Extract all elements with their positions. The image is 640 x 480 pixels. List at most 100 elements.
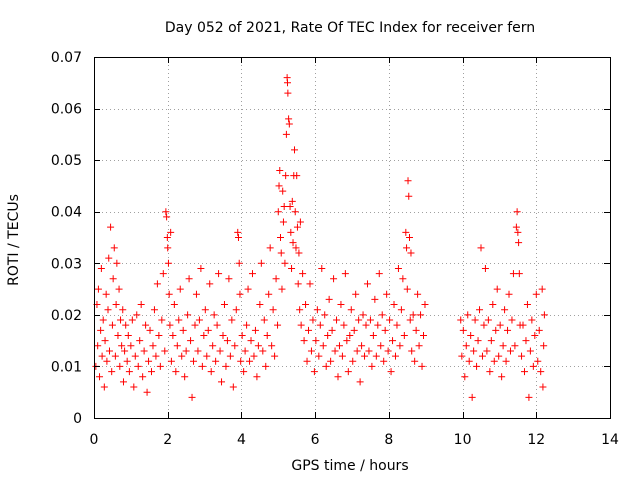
x-tick-label: 4 bbox=[237, 432, 246, 448]
x-tick-label: 0 bbox=[90, 432, 99, 448]
data-point bbox=[158, 316, 166, 324]
data-point bbox=[384, 347, 392, 355]
data-point bbox=[512, 223, 520, 231]
data-point bbox=[222, 362, 230, 370]
data-point bbox=[165, 290, 173, 298]
data-point bbox=[275, 182, 283, 190]
data-point bbox=[334, 373, 342, 381]
data-point bbox=[356, 378, 364, 386]
data-point bbox=[137, 301, 145, 309]
data-point bbox=[140, 347, 148, 355]
data-point bbox=[335, 342, 343, 350]
data-point bbox=[483, 347, 491, 355]
data-point bbox=[484, 316, 492, 324]
data-point bbox=[402, 228, 410, 236]
data-point bbox=[306, 280, 314, 288]
data-point bbox=[293, 223, 301, 231]
data-point bbox=[152, 352, 160, 360]
data-point bbox=[414, 290, 422, 298]
data-point bbox=[282, 130, 290, 138]
data-point bbox=[100, 383, 108, 391]
data-point bbox=[490, 357, 498, 365]
data-point bbox=[279, 187, 287, 195]
data-point bbox=[333, 316, 341, 324]
y-tick-label: 0.01 bbox=[51, 359, 82, 375]
data-point bbox=[272, 275, 280, 283]
data-point bbox=[305, 326, 313, 334]
data-point bbox=[164, 244, 172, 252]
data-point bbox=[509, 270, 517, 278]
data-point bbox=[281, 259, 289, 267]
data-point bbox=[310, 368, 318, 376]
y-tick-label: 0.02 bbox=[51, 308, 82, 324]
data-point bbox=[147, 368, 155, 376]
data-point bbox=[502, 357, 510, 365]
data-point bbox=[297, 321, 305, 329]
data-point bbox=[112, 301, 120, 309]
data-point bbox=[257, 259, 265, 267]
data-point bbox=[116, 362, 124, 370]
data-point bbox=[539, 383, 547, 391]
data-point bbox=[291, 146, 299, 154]
y-tick-label: 0.04 bbox=[51, 205, 82, 221]
data-point bbox=[316, 321, 324, 329]
y-axis-title: ROTI / TECUs bbox=[6, 194, 22, 286]
data-point bbox=[321, 311, 329, 319]
data-point bbox=[515, 270, 523, 278]
plot-frame bbox=[94, 57, 611, 419]
data-point bbox=[173, 342, 181, 350]
data-point bbox=[184, 311, 192, 319]
data-point bbox=[101, 337, 109, 345]
data-point bbox=[363, 280, 371, 288]
data-point bbox=[498, 373, 506, 381]
data-point bbox=[523, 301, 531, 309]
data-point bbox=[94, 285, 102, 293]
data-point bbox=[274, 208, 282, 216]
data-point bbox=[285, 115, 293, 123]
data-point bbox=[220, 301, 228, 309]
data-point bbox=[288, 264, 296, 272]
data-point bbox=[380, 357, 388, 365]
data-point bbox=[97, 264, 105, 272]
data-point bbox=[355, 316, 363, 324]
data-point bbox=[122, 321, 130, 329]
data-point bbox=[204, 326, 212, 334]
x-tick-label: 14 bbox=[601, 432, 619, 448]
data-point bbox=[124, 331, 132, 339]
data-point bbox=[390, 301, 398, 309]
data-point bbox=[359, 311, 367, 319]
data-point bbox=[327, 357, 335, 365]
data-point bbox=[399, 275, 407, 283]
data-point bbox=[256, 301, 264, 309]
data-point bbox=[303, 357, 311, 365]
x-axis-title: GPS time / hours bbox=[291, 458, 408, 474]
data-point bbox=[420, 331, 428, 339]
data-point bbox=[519, 321, 527, 329]
data-point bbox=[508, 316, 516, 324]
data-point bbox=[471, 316, 479, 324]
data-point bbox=[277, 249, 285, 257]
data-point bbox=[480, 321, 488, 329]
data-point bbox=[228, 316, 236, 324]
axis-ticks bbox=[94, 57, 611, 419]
data-point bbox=[537, 368, 545, 376]
data-point bbox=[337, 301, 345, 309]
data-point bbox=[178, 352, 186, 360]
data-point bbox=[403, 244, 411, 252]
data-point bbox=[386, 316, 394, 324]
data-point bbox=[99, 316, 107, 324]
data-point bbox=[175, 316, 183, 324]
data-point bbox=[130, 383, 138, 391]
data-point bbox=[254, 342, 262, 350]
data-point bbox=[330, 275, 338, 283]
data-point bbox=[476, 306, 484, 314]
data-point bbox=[197, 264, 205, 272]
data-point bbox=[163, 234, 171, 241]
data-point bbox=[315, 352, 323, 360]
data-point bbox=[263, 331, 271, 339]
data-point bbox=[231, 342, 239, 350]
data-point bbox=[250, 352, 258, 360]
data-point bbox=[212, 357, 220, 365]
data-point bbox=[474, 337, 482, 345]
